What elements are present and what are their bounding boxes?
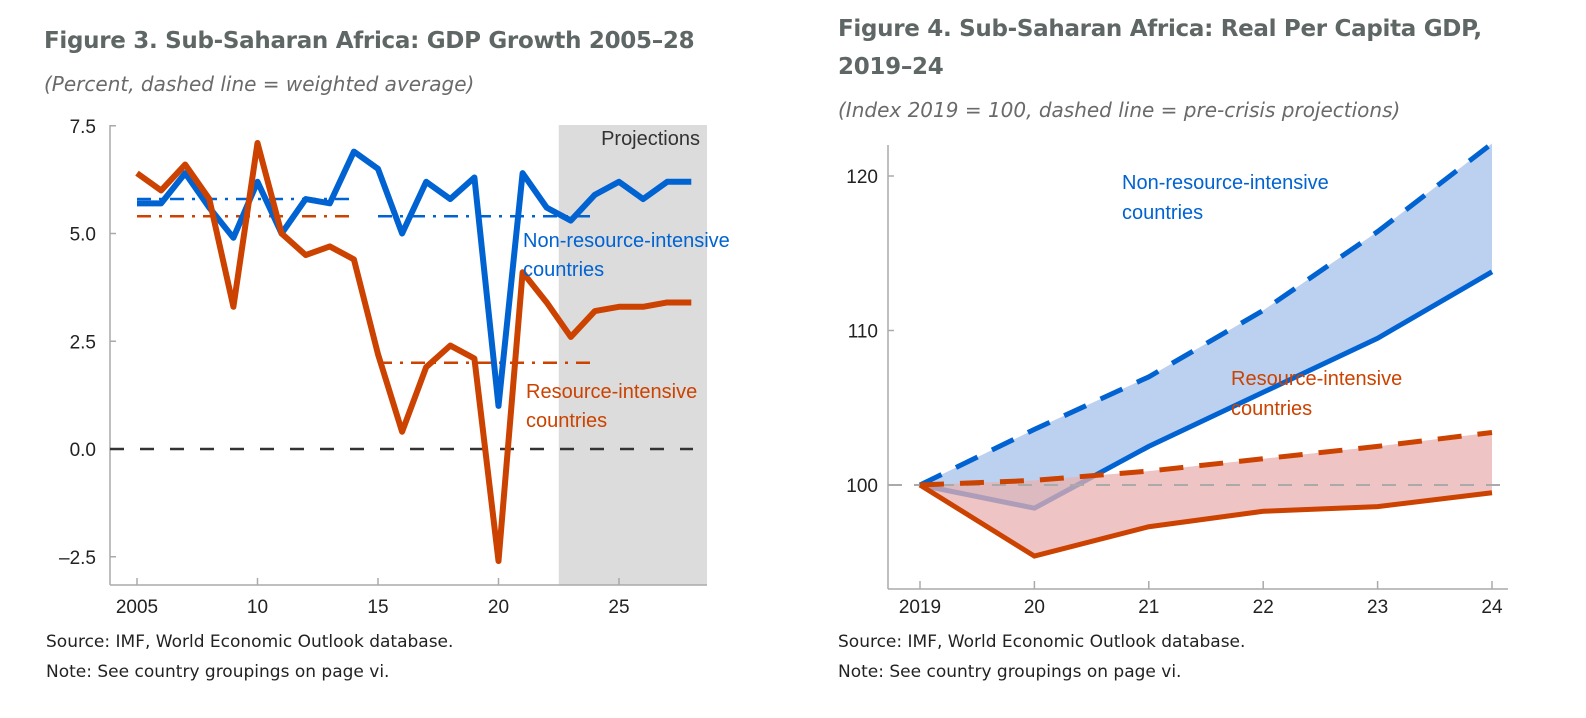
y-tick-label: 110 (848, 322, 878, 343)
figure3-title: Figure 3. Sub-Saharan Africa: GDP Growth… (44, 28, 695, 54)
resource-line (135, 139, 692, 565)
resource-label-line2: countries (526, 410, 607, 432)
non-resource-label-line2: countries (523, 259, 604, 281)
y-tick-label: 5.0 (70, 225, 96, 246)
figure4-subtitle: (Index 2019 = 100, dashed line = pre-cri… (838, 98, 1401, 122)
non-resource-label-line1: Non-resource-intensive (1122, 172, 1329, 194)
x-tick-label: 22 (1253, 597, 1274, 618)
y-tick-label: 100 (846, 476, 878, 497)
non-resource-gap-area (920, 143, 1492, 509)
non-resource-label-line2: countries (1122, 202, 1203, 224)
x-tick-label: 2005 (116, 597, 158, 618)
y-tick-label: 120 (846, 167, 878, 188)
y-tick-label: 2.5 (70, 332, 96, 353)
x-tick-label: 2019 (899, 597, 941, 618)
non-resource-line (137, 148, 692, 409)
figure4-source: Source: IMF, World Economic Outlook data… (838, 632, 1246, 652)
figure4-title-line1: Figure 4. Sub-Saharan Africa: Real Per C… (838, 16, 1482, 42)
y-tick-label: 7.5 (70, 117, 96, 138)
x-tick-label: 23 (1367, 597, 1388, 618)
resource-pre-crisis-line (919, 429, 1493, 488)
x-tick-label: 24 (1481, 597, 1503, 618)
x-tick-label: 20 (488, 597, 509, 618)
x-tick-label: 21 (1138, 597, 1159, 618)
x-tick-label: 25 (608, 597, 629, 618)
resource-label-line1: Resource-intensive (1231, 368, 1402, 390)
resource-gap-area (920, 432, 1492, 557)
y-tick-label: 0.0 (70, 440, 96, 461)
figure4-title: Figure 4. Sub-Saharan Africa: Real Per C… (838, 10, 1482, 86)
figure3-note: Note: See country groupings on page vi. (46, 662, 390, 682)
x-tick-label: 20 (1024, 597, 1045, 618)
resource-label-line1: Resource-intensive (526, 381, 697, 403)
figure4-note: Note: See country groupings on page vi. (838, 662, 1182, 682)
x-tick-label: 10 (247, 597, 268, 618)
projection-label: Projections (601, 128, 700, 150)
resource-actual-line (918, 482, 1493, 559)
projection-shade (558, 125, 707, 585)
y-tick-label: –2.5 (59, 548, 96, 569)
x-tick-label: 15 (367, 597, 388, 618)
non-resource-label-line1: Non-resource-intensive (523, 230, 730, 252)
resource-label-line2: countries (1231, 398, 1312, 420)
figure4-title-line2: 2019–24 (838, 54, 944, 80)
figure3-source: Source: IMF, World Economic Outlook data… (46, 632, 454, 652)
figure3-subtitle: (Percent, dashed line = weighted average… (44, 72, 475, 96)
